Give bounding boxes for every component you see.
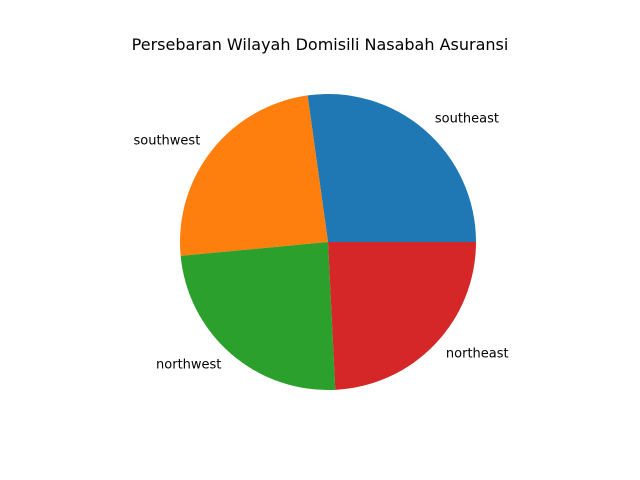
- pie-slice-northeast: [328, 242, 476, 390]
- pie-labels: southeast southwest northwest northeast: [133, 112, 508, 373]
- pie-slice-southwest: [179, 95, 328, 256]
- slice-label-southeast: southeast: [435, 112, 499, 127]
- pie-slices: [179, 94, 476, 390]
- slice-label-northeast: northeast: [446, 347, 509, 362]
- pie-slice-northwest: [180, 242, 336, 390]
- slice-label-northwest: northwest: [156, 358, 221, 373]
- pie-slice-southeast: [307, 94, 476, 243]
- chart-title: Persebaran Wilayah Domisili Nasabah Asur…: [132, 35, 509, 54]
- slice-label-southwest: southwest: [133, 134, 200, 149]
